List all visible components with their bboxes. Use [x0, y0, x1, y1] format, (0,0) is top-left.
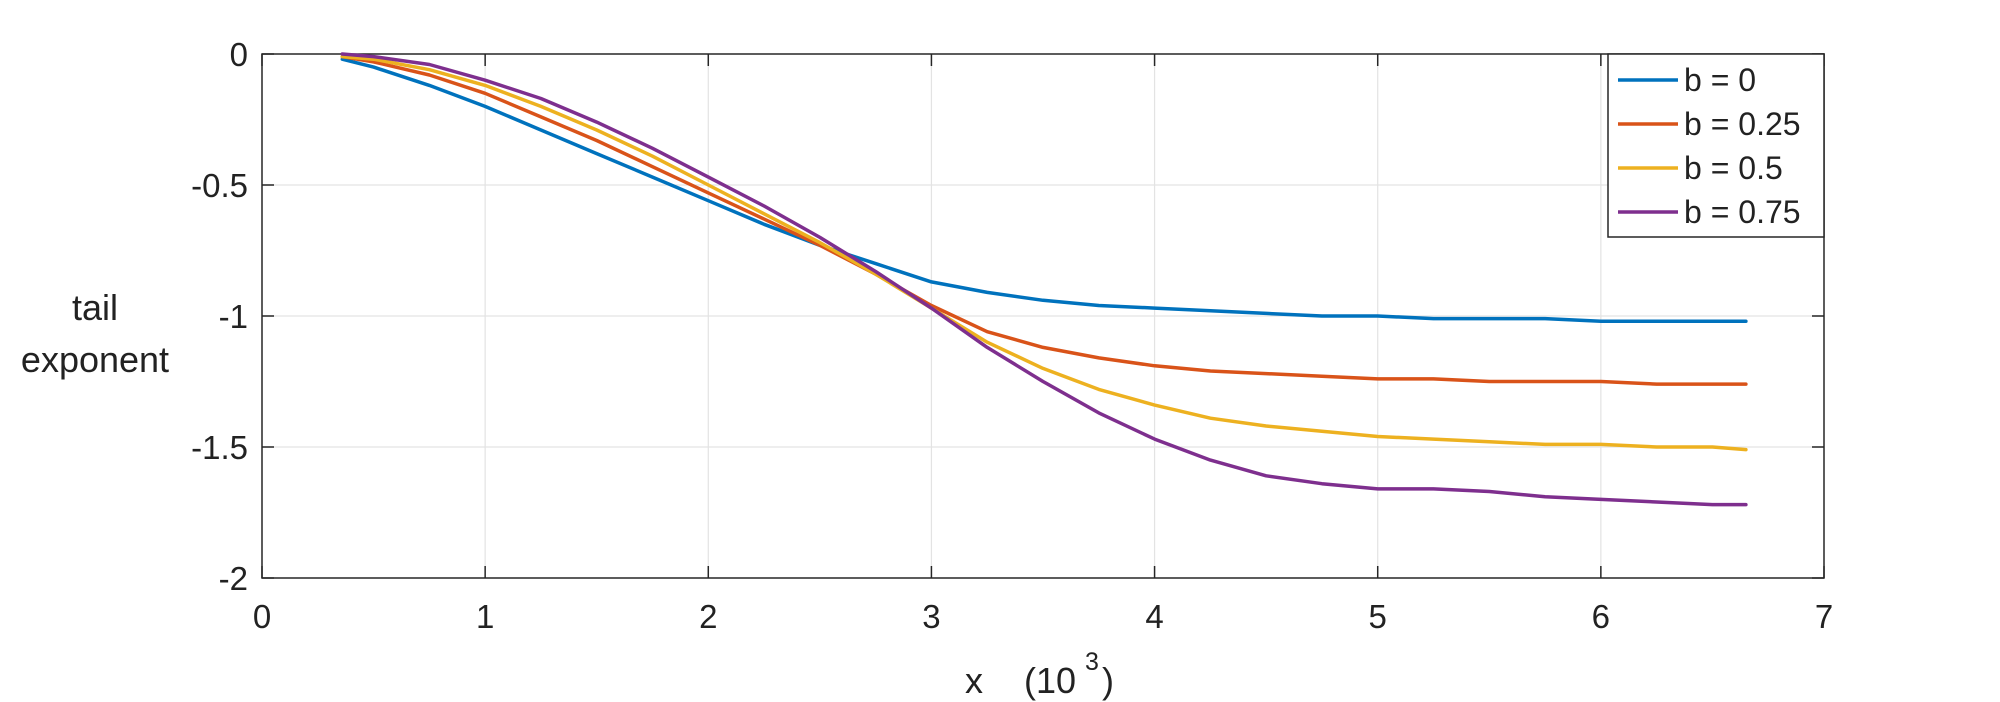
- x-tick-label: 4: [1145, 598, 1163, 635]
- x-axis-unit-close: ): [1102, 660, 1114, 701]
- x-tick-label: 7: [1815, 598, 1833, 635]
- x-tick-label: 0: [253, 598, 271, 635]
- axis-ticks: 0 1 2 3 4 5 6 7 0 -0.5 -1 -1.5 -2: [191, 36, 1833, 635]
- legend-box: [1607, 53, 1825, 238]
- x-axis-label: x: [965, 660, 983, 701]
- series-line-3: [340, 52, 1748, 507]
- y-axis-label-line-1: tail: [72, 287, 118, 328]
- y-tick-label: -0.5: [191, 167, 248, 204]
- series-lines: [340, 52, 1748, 507]
- x-tick-label: 6: [1592, 598, 1610, 635]
- x-tick-label: 3: [922, 598, 940, 635]
- series-line-0: [340, 57, 1748, 323]
- legend-label-2: b = 0.5: [1684, 150, 1783, 186]
- series-line-2: [340, 54, 1748, 452]
- legend-label-0: b = 0: [1684, 62, 1756, 98]
- y-tick-label: -1.5: [191, 429, 248, 466]
- y-axis-label-line-2: exponent: [21, 339, 169, 380]
- x-axis-unit: (10: [1024, 660, 1076, 701]
- legend-label-1: b = 0.25: [1684, 106, 1801, 142]
- series-line-1: [340, 54, 1748, 386]
- x-axis-unit-exponent: 3: [1085, 648, 1099, 676]
- x-tick-label: 5: [1369, 598, 1387, 635]
- y-tick-label: 0: [230, 36, 248, 73]
- y-tick-label: -2: [219, 560, 248, 597]
- x-tick-label: 1: [476, 598, 494, 635]
- legend-label-3: b = 0.75: [1684, 194, 1801, 230]
- legend: b = 0 b = 0.25 b = 0.5 b = 0.75: [1607, 53, 1825, 238]
- y-tick-label: -1: [219, 298, 248, 335]
- x-tick-label: 2: [699, 598, 717, 635]
